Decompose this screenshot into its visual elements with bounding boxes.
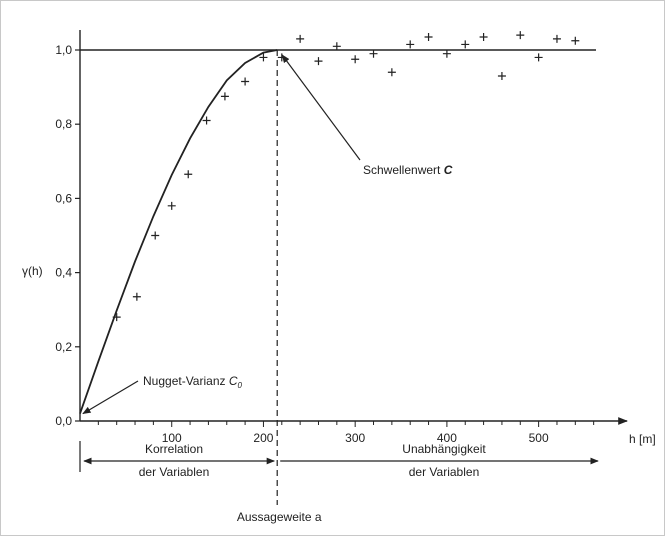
sill-arrow (281, 54, 361, 161)
measured-point (442, 49, 451, 58)
y-axis-label: γ(h) (22, 264, 43, 278)
measured-point (369, 49, 378, 58)
x-tick-label: 500 (529, 431, 549, 445)
measured-point (534, 53, 543, 62)
nugget-annotation-symbol: C (229, 374, 238, 388)
x-axis-ticks: 100 200 300 400 500 (97, 421, 595, 445)
measured-point (552, 34, 561, 43)
measured-point (351, 55, 360, 64)
y-axis-ticks: 0,0 0,2 0,4 0,6 0,8 1,0 (55, 43, 80, 428)
measured-point (184, 170, 193, 179)
measured-point (151, 231, 160, 240)
y-tick-label: 0,2 (55, 340, 72, 354)
nugget-annotation-label: Nugget-Varianz (143, 374, 229, 388)
x-tick-label: 200 (253, 431, 273, 445)
nugget-annotation-subscript: 0 (238, 381, 243, 390)
independence-label-line2: der Variablen (409, 465, 480, 479)
y-tick-label: 1,0 (55, 43, 72, 57)
nugget-annotation: Nugget-Varianz C0 (143, 374, 243, 390)
annotation-arrows (79, 54, 599, 472)
measured-point (296, 34, 305, 43)
measured-point (479, 33, 488, 42)
measured-point (167, 201, 176, 210)
x-tick-label: 400 (437, 431, 457, 445)
measured-point (387, 68, 396, 77)
measured-point (259, 53, 268, 62)
measured-point (332, 42, 341, 51)
nugget-arrow (82, 380, 139, 415)
measured-point (424, 33, 433, 42)
measured-point (406, 40, 415, 49)
measured-point (314, 57, 323, 66)
x-tick-label: 300 (345, 431, 365, 445)
measured-point (220, 92, 229, 101)
model-curve-path (79, 49, 278, 414)
x-axis-label: h [m] (629, 432, 656, 446)
y-tick-label: 0,6 (55, 191, 72, 205)
measured-point (461, 40, 470, 49)
independence-label-line1: Unabhängigkeit (402, 442, 486, 456)
measured-point (516, 31, 525, 40)
sill-annotation: Schwellenwert C (363, 163, 453, 177)
x-tick-label: 100 (162, 431, 182, 445)
correlation-label-line2: der Variablen (139, 465, 210, 479)
measured-point (571, 36, 580, 45)
y-tick-label: 0,4 (55, 266, 72, 280)
measured-point (112, 313, 121, 322)
measured-point (202, 116, 211, 125)
axes (79, 30, 628, 425)
range-annotation: Aussageweite a (237, 510, 322, 524)
sill-annotation-symbol: C (444, 163, 453, 177)
correlation-label-line1: Korrelation (145, 442, 203, 456)
measured-point (132, 292, 141, 301)
sill-annotation-label: Schwellenwert (363, 163, 444, 177)
measured-point (497, 71, 506, 80)
measured-points (112, 31, 580, 322)
y-tick-label: 0,0 (55, 414, 72, 428)
measured-point (241, 77, 250, 86)
y-tick-label: 0,8 (55, 117, 72, 131)
model-curve (79, 49, 278, 414)
